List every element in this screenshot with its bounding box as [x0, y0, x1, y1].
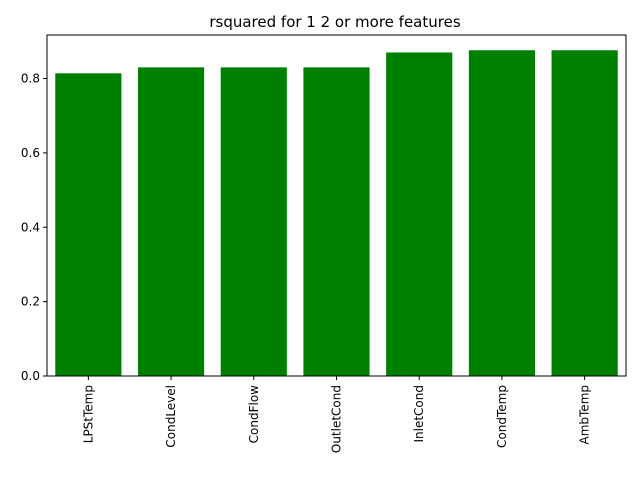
chart-title: rsquared for 1 2 or more features: [209, 13, 460, 31]
x-tick-label: OutletCond: [330, 385, 344, 453]
bar-CondLevel: [137, 67, 205, 376]
bar-OutletCond: [303, 67, 370, 376]
y-tick-label: 0.2: [21, 295, 40, 309]
y-tick-label: 0.6: [21, 146, 40, 160]
bar-CondFlow: [220, 67, 287, 376]
y-tick-label: 0.8: [21, 72, 40, 86]
x-tick-label: CondLevel: [164, 385, 178, 448]
plot-frame: [46, 34, 627, 377]
x-axis-ticks: LPStTemp CondLevel CondFlow OutletCond Inlet…: [81, 376, 592, 453]
x-tick-label: CondFlow: [247, 385, 261, 444]
y-tick-label: 0.0: [21, 369, 40, 383]
bar-AmbTemp: [551, 50, 618, 376]
x-tick-label: CondTemp: [495, 385, 509, 448]
bars-group: [55, 50, 618, 377]
bar-CondTemp: [468, 50, 536, 376]
y-tick-label: 0.4: [21, 220, 40, 234]
x-tick-label: AmbTemp: [578, 385, 592, 445]
y-axis-ticks: 0.0 0.2 0.4 0.6 0.8: [21, 72, 47, 383]
x-tick-label: LPStTemp: [81, 385, 95, 443]
bar-InletCond: [386, 52, 453, 376]
bar-LPStTemp: [55, 73, 122, 377]
x-tick-label: InletCond: [412, 385, 426, 443]
